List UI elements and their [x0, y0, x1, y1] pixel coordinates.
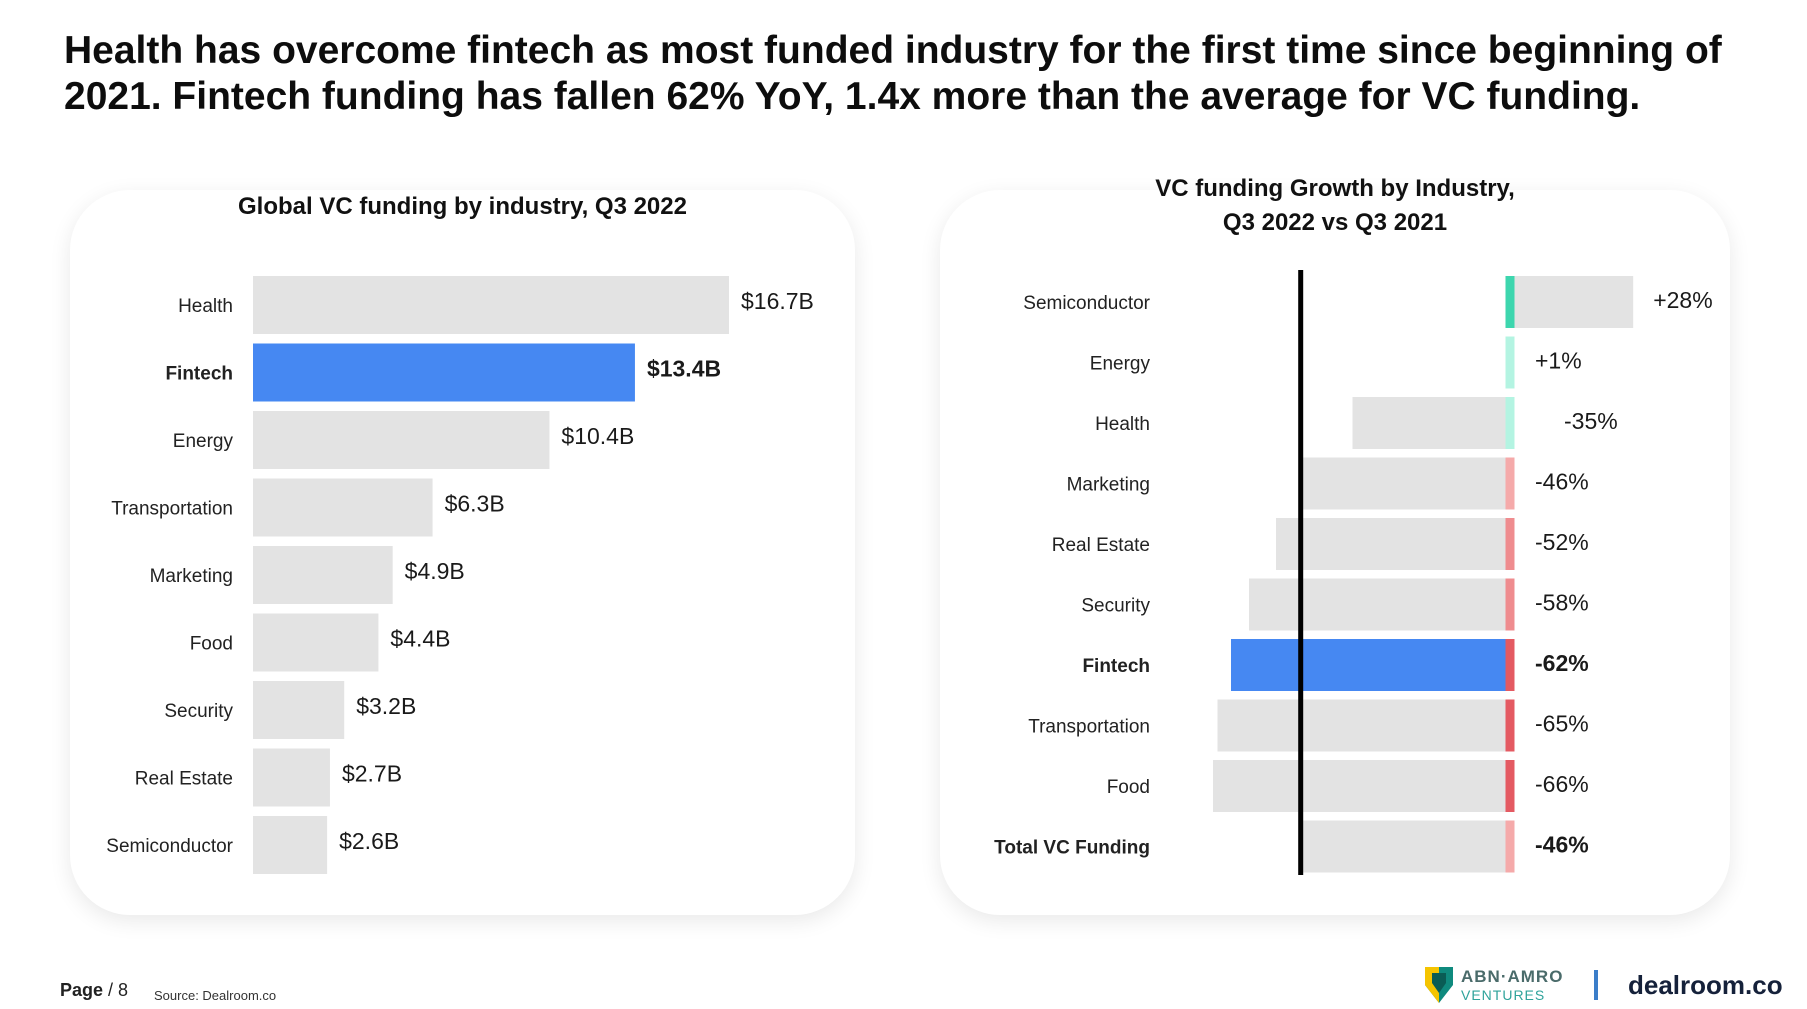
value-label-marketing: $4.9B [405, 558, 465, 584]
growth-category-label-fintech: Fintech [1082, 656, 1150, 677]
growth-indicator-semiconductor [1505, 276, 1515, 328]
abn-amro-text: ABN·AMRO [1461, 967, 1564, 986]
bar-security [253, 681, 345, 739]
funding-by-industry-title: Global VC funding by industry, Q3 2022 [238, 193, 687, 220]
growth-value-label-total-vc-funding: -46% [1535, 832, 1589, 858]
growth-category-label-security: Security [1081, 596, 1150, 617]
category-label-energy: Energy [173, 431, 234, 452]
growth-value-label-marketing: -46% [1535, 469, 1589, 495]
funding-growth-title-line-1: VC funding Growth by Industry, [1155, 175, 1515, 202]
source-note: Source: Dealroom.co [154, 988, 277, 1003]
value-label-security: $3.2B [356, 693, 416, 719]
dealroom-logo: dealroom.co [1628, 970, 1783, 1000]
growth-bar-transportation [1217, 699, 1510, 752]
bar-health [253, 276, 729, 334]
funding-growth-title: VC funding Growth by Industry, Q3 2022 v… [940, 172, 1730, 240]
category-label-fintech: Fintech [165, 364, 233, 385]
abn-amro-ventures-logo: ABN·AMRO VENTURES [1425, 967, 1565, 1007]
bar-marketing [253, 546, 393, 604]
growth-bar-marketing [1303, 457, 1510, 510]
growth-indicator-energy [1505, 336, 1515, 389]
category-label-semiconductor: Semiconductor [106, 836, 233, 857]
growth-category-label-semiconductor: Semiconductor [1023, 293, 1150, 314]
value-label-energy: $10.4B [561, 423, 634, 449]
bar-semiconductor [253, 816, 328, 874]
value-label-semiconductor: $2.6B [339, 828, 399, 854]
growth-bar-food [1213, 760, 1510, 812]
category-label-food: Food [190, 634, 233, 655]
category-label-security: Security [164, 701, 233, 722]
growth-indicator-marketing [1505, 457, 1515, 510]
value-label-transportation: $6.3B [445, 491, 505, 517]
growth-value-label-semiconductor: +28% [1653, 287, 1712, 313]
growth-value-label-fintech: -62% [1535, 650, 1589, 676]
growth-category-label-total-vc-funding: Total VC Funding [994, 838, 1150, 859]
category-label-marketing: Marketing [150, 566, 233, 587]
growth-indicator-total-vc-funding [1505, 820, 1515, 873]
growth-bar-semiconductor [1510, 276, 1634, 328]
category-label-health: Health [178, 296, 233, 317]
bar-fintech [253, 343, 635, 402]
category-label-real-estate: Real Estate [135, 769, 233, 790]
value-label-fintech: $13.4B [647, 356, 721, 382]
growth-category-label-transportation: Transportation [1028, 717, 1150, 738]
growth-value-label-security: -58% [1535, 590, 1589, 616]
value-label-real-estate: $2.7B [342, 761, 402, 787]
bar-transportation [253, 478, 433, 537]
bar-energy [253, 411, 550, 469]
abn-amro-shield-icon [1425, 967, 1453, 1003]
category-label-transportation: Transportation [111, 499, 233, 520]
growth-value-label-real-estate: -52% [1535, 529, 1589, 555]
growth-category-label-energy: Energy [1090, 354, 1151, 375]
ventures-text: VENTURES [1461, 987, 1546, 1003]
funding-growth-title-line-2: Q3 2022 vs Q3 2021 [1222, 209, 1448, 236]
growth-value-label-health: -35% [1564, 408, 1618, 434]
growth-category-label-food: Food [1107, 777, 1150, 798]
growth-category-label-health: Health [1095, 414, 1150, 435]
growth-indicator-security [1505, 578, 1515, 631]
growth-bar-health [1352, 397, 1510, 449]
growth-category-label-marketing: Marketing [1067, 475, 1150, 496]
growth-indicator-food [1505, 760, 1515, 812]
growth-value-label-food: -66% [1535, 771, 1589, 797]
growth-bar-total-vc-funding [1303, 820, 1510, 873]
value-label-food: $4.4B [390, 626, 450, 652]
growth-bar-fintech [1231, 639, 1510, 691]
page-word: Page [60, 980, 104, 1000]
logo-divider [1594, 970, 1598, 1000]
growth-bar-real-estate [1276, 518, 1510, 570]
value-label-health: $16.7B [741, 288, 814, 314]
growth-indicator-fintech [1505, 639, 1515, 691]
page-count: / 8 [103, 980, 129, 1000]
page-headline: Health has overcome fintech as most fund… [64, 29, 1722, 118]
growth-category-label-real-estate: Real Estate [1052, 535, 1150, 556]
page-number: Page / 8 [60, 980, 128, 1001]
growth-value-label-transportation: -65% [1535, 711, 1589, 737]
growth-value-label-energy: +1% [1535, 348, 1582, 374]
bar-real-estate [253, 748, 330, 807]
growth-indicator-transportation [1505, 699, 1515, 752]
bar-food [253, 613, 379, 672]
growth-bar-security [1249, 578, 1510, 631]
growth-indicator-real-estate [1505, 518, 1515, 570]
growth-indicator-health [1505, 397, 1515, 449]
